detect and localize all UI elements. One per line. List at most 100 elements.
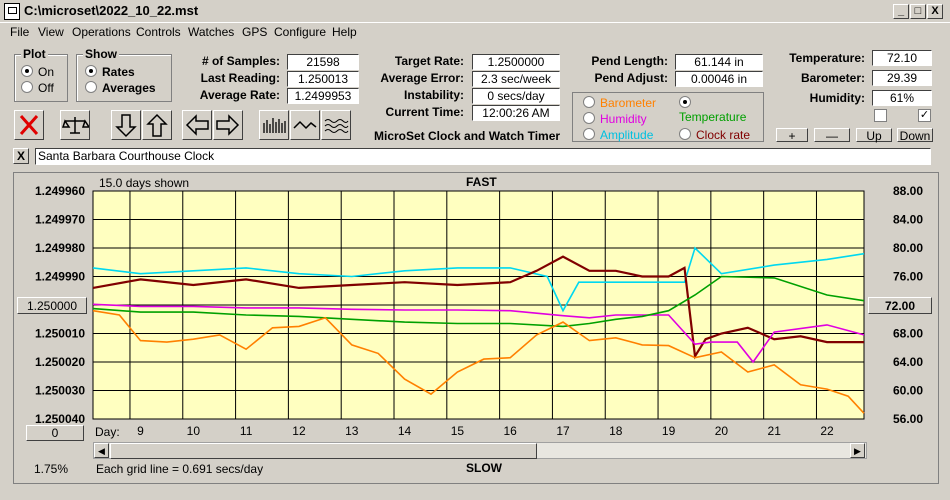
arrow-left-button[interactable] xyxy=(182,110,212,140)
temperature-value: 72.10 xyxy=(872,50,932,66)
menu-controls[interactable]: Controls xyxy=(136,25,181,39)
arrow-down-icon xyxy=(115,114,137,138)
show-averages-radio[interactable]: Averages xyxy=(85,81,156,95)
right-tick-label: 60.00 xyxy=(893,384,923,398)
series-temperature-label: Temperature xyxy=(679,110,747,124)
series-amplitude-radio[interactable]: Amplitude xyxy=(583,128,653,142)
minus-button[interactable]: — xyxy=(814,128,850,143)
bottom-left-button[interactable]: 0 xyxy=(26,425,84,441)
series-temperature-line xyxy=(92,275,865,328)
plot-group: Plot On Off xyxy=(14,47,68,102)
x-tick-label: 13 xyxy=(345,424,359,438)
menu-operations[interactable]: Operations xyxy=(72,25,131,39)
waves-icon xyxy=(324,119,349,133)
right-tick-label: 84.00 xyxy=(893,213,923,227)
bar-graph-button[interactable] xyxy=(259,110,289,140)
down-button[interactable]: Down xyxy=(897,128,933,143)
x-tick-label: 11 xyxy=(240,424,253,438)
temperature-label: Temperature: xyxy=(789,51,865,65)
plot-group-title: Plot xyxy=(21,47,48,61)
average-error-value: 2.3 sec/week xyxy=(472,71,560,87)
scroll-right-button[interactable]: ▶ xyxy=(850,443,865,458)
series-clock-rate-radio[interactable]: Clock rate xyxy=(679,128,750,142)
checkbox-2-checked[interactable]: ✓ xyxy=(918,109,931,122)
radio-selected-icon xyxy=(679,96,691,108)
clock-name-field[interactable]: Santa Barbara Courthouse Clock xyxy=(35,148,931,165)
left-tick-label: 1.249960 xyxy=(35,184,85,198)
series-selector: Barometer Temperature Humidity Amplitude… xyxy=(572,92,764,142)
maximize-button[interactable]: □ xyxy=(910,4,926,19)
arrow-right-button[interactable] xyxy=(213,110,243,140)
plus-button[interactable]: + xyxy=(776,128,808,143)
wave-button[interactable] xyxy=(290,110,320,140)
wave-icon xyxy=(293,120,317,130)
waves-button[interactable] xyxy=(321,110,351,140)
left-axis-button[interactable]: 1.250000 xyxy=(17,297,87,314)
up-button[interactable]: Up xyxy=(856,128,892,143)
series-barometer-radio[interactable]: Barometer xyxy=(583,96,656,110)
left-tick-label: 1.250030 xyxy=(35,384,85,398)
x-tick-label: 20 xyxy=(715,424,729,438)
close-button[interactable]: X xyxy=(927,4,943,19)
series-temperature-radio[interactable]: Temperature xyxy=(679,96,763,124)
show-rates-radio[interactable]: Rates xyxy=(85,65,135,79)
x-tick-label: 14 xyxy=(398,424,412,438)
series-humidity-radio[interactable]: Humidity xyxy=(583,112,647,126)
radio-icon xyxy=(679,128,691,140)
chart-close-button[interactable]: X xyxy=(13,148,29,164)
scale-button[interactable] xyxy=(60,110,91,140)
show-rates-label: Rates xyxy=(102,65,135,79)
target-rate-value: 1.2500000 xyxy=(472,54,560,70)
x-axis-ticks: 9 10 11 12 13 14 15 16 17 18 19 20 21 22 xyxy=(137,424,834,438)
app-icon[interactable] xyxy=(4,3,20,20)
left-tick-label: 1.249970 xyxy=(35,213,85,227)
show-averages-label: Averages xyxy=(102,81,156,95)
chart-panel xyxy=(13,172,939,484)
left-tick-label: 1.250020 xyxy=(35,355,85,369)
x-tick-label: 21 xyxy=(768,424,782,438)
plot-off-radio[interactable]: Off xyxy=(21,81,54,95)
scroll-left-icon: ◀ xyxy=(98,446,105,456)
right-axis-button[interactable]: 72.00 xyxy=(868,297,932,314)
x-tick-label: 17 xyxy=(556,424,570,438)
chart-scrollbar[interactable]: ◀ ▶ xyxy=(93,442,867,459)
scroll-thumb[interactable] xyxy=(110,443,537,459)
arrow-down-button[interactable] xyxy=(111,110,141,140)
menu-bar: File View Operations Controls Watches GP… xyxy=(0,22,950,42)
x-tick-label: 16 xyxy=(504,424,518,438)
percent-label: 1.75% xyxy=(34,462,69,476)
left-tick-label: 1.249990 xyxy=(35,270,85,284)
plot-on-label: On xyxy=(38,65,55,79)
scroll-left-button[interactable]: ◀ xyxy=(94,443,109,458)
grid-note: Each grid line = 0.691 secs/day xyxy=(96,462,264,476)
menu-help[interactable]: Help xyxy=(332,25,357,39)
menu-configure[interactable]: Configure xyxy=(274,25,327,39)
scale-icon xyxy=(61,117,91,134)
arrow-right-icon xyxy=(216,114,240,136)
current-time-label: Current Time: xyxy=(385,105,464,119)
scroll-right-icon: ▶ xyxy=(854,446,861,456)
series-amplitude-label: Amplitude xyxy=(600,128,654,142)
title-bar: C:\microset\2022_10_22.mst _ □ X xyxy=(0,0,950,23)
plot-on-radio[interactable]: On xyxy=(21,65,54,79)
radio-icon xyxy=(85,81,97,93)
menu-watches[interactable]: Watches xyxy=(188,25,235,39)
arrow-up-button[interactable] xyxy=(142,110,172,140)
clear-button[interactable] xyxy=(14,110,44,140)
checkbox-1[interactable] xyxy=(874,109,887,122)
days-shown-label: 15.0 days shown xyxy=(99,176,190,190)
right-tick-label: 68.00 xyxy=(893,327,923,341)
barometer-value: 29.39 xyxy=(872,70,932,86)
radio-icon xyxy=(583,128,595,140)
right-tick-label: 88.00 xyxy=(893,184,923,198)
menu-view[interactable]: View xyxy=(38,25,64,39)
arrow-left-icon xyxy=(185,114,209,136)
menu-file[interactable]: File xyxy=(10,25,30,39)
left-tick-label: 1.250040 xyxy=(35,412,85,426)
minimize-button[interactable]: _ xyxy=(893,4,909,19)
left-tick-label: 1.249980 xyxy=(35,241,85,255)
menu-gps[interactable]: GPS xyxy=(242,25,268,39)
series-humidity-label: Humidity xyxy=(600,112,647,126)
app-caption: MicroSet Clock and Watch Timer xyxy=(374,129,561,143)
